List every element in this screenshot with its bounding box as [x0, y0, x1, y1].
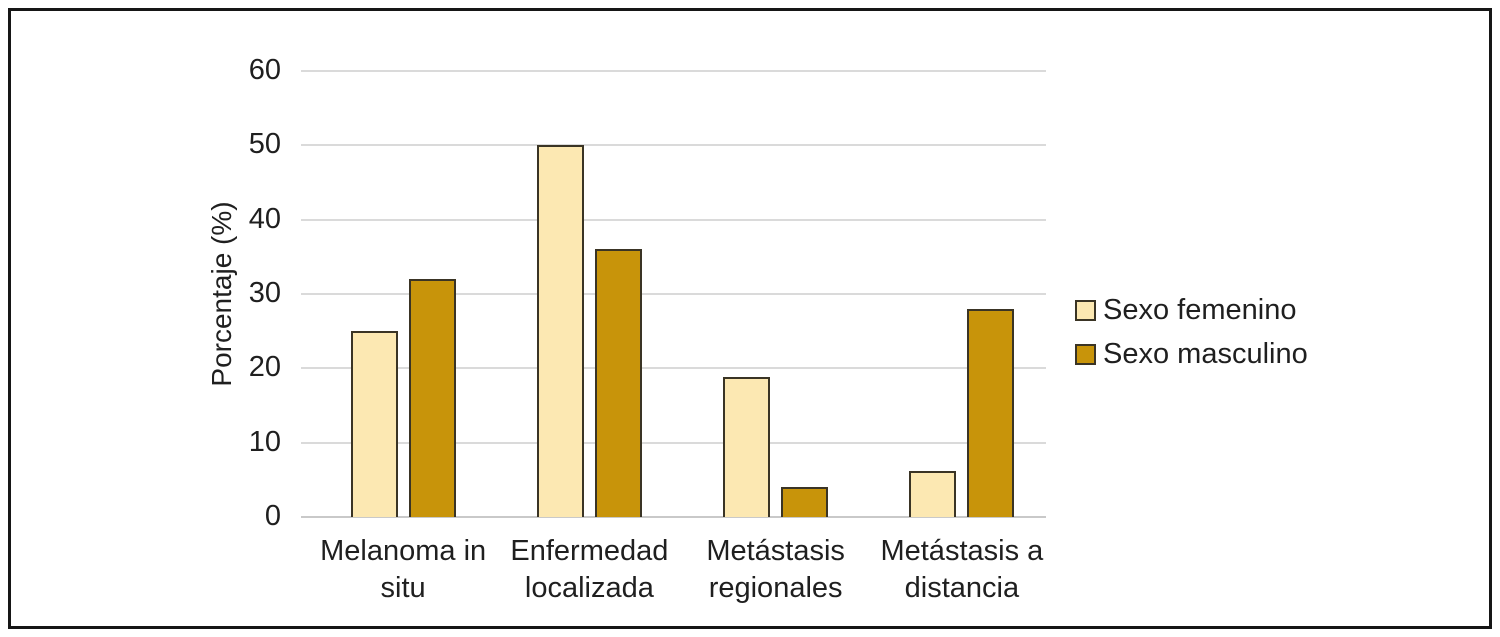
bar-sexo-femenino-3	[723, 377, 771, 517]
legend-label: Sexo femenino	[1103, 293, 1297, 326]
gridline-60	[301, 70, 1046, 72]
figure-frame: Porcentaje (%) 0 10 20 30 40 50 60 Melanoma in…	[8, 8, 1492, 629]
bar-sexo-masculino-1	[408, 279, 456, 517]
y-tick-label-10: 10	[248, 425, 281, 458]
y-tick-label-0: 0	[264, 500, 281, 532]
bar-chart: Porcentaje (%) 0 10 20 30 40 50 60 Melanoma in…	[11, 11, 1489, 626]
bar-sexo-masculino-4	[967, 308, 1015, 517]
y-tick-label-30: 30	[248, 277, 281, 309]
legend-swatch-icon	[1075, 343, 1096, 365]
gridline-10	[301, 441, 1046, 444]
gridline-40	[301, 218, 1046, 221]
x-axis-line	[301, 516, 1046, 518]
y-tick-label-20: 20	[248, 351, 281, 384]
x-category-label-1: Melanoma in situ	[320, 535, 487, 604]
x-category-label-2: Enfermedad localizada	[510, 535, 669, 604]
x-category-label-4: Metástasis a distancia	[880, 535, 1044, 604]
bar-sexo-masculino-2	[594, 249, 642, 517]
chart-legend: Sexo femenino Sexo masculino	[1075, 293, 1308, 383]
y-tick-label-50: 50	[248, 128, 281, 161]
gridline-50	[301, 144, 1046, 147]
bar-sexo-femenino-4	[909, 470, 957, 517]
legend-label: Sexo masculino	[1103, 337, 1308, 370]
bar-sexo-masculino-3	[781, 487, 829, 517]
legend-item-sexo-femenino: Sexo femenino	[1075, 293, 1308, 326]
legend-item-sexo-masculino: Sexo masculino	[1075, 337, 1308, 370]
bar-sexo-femenino-2	[536, 145, 584, 517]
legend-swatch-icon	[1075, 299, 1096, 321]
x-category-label-3: Metástasis regionales	[706, 535, 845, 604]
bar-sexo-femenino-1	[350, 331, 398, 517]
y-tick-label-60: 60	[248, 54, 281, 86]
gridline-30	[301, 293, 1046, 295]
gridline-20	[301, 367, 1046, 370]
plot-area	[301, 70, 1046, 518]
y-tick-label-40: 40	[248, 202, 281, 235]
